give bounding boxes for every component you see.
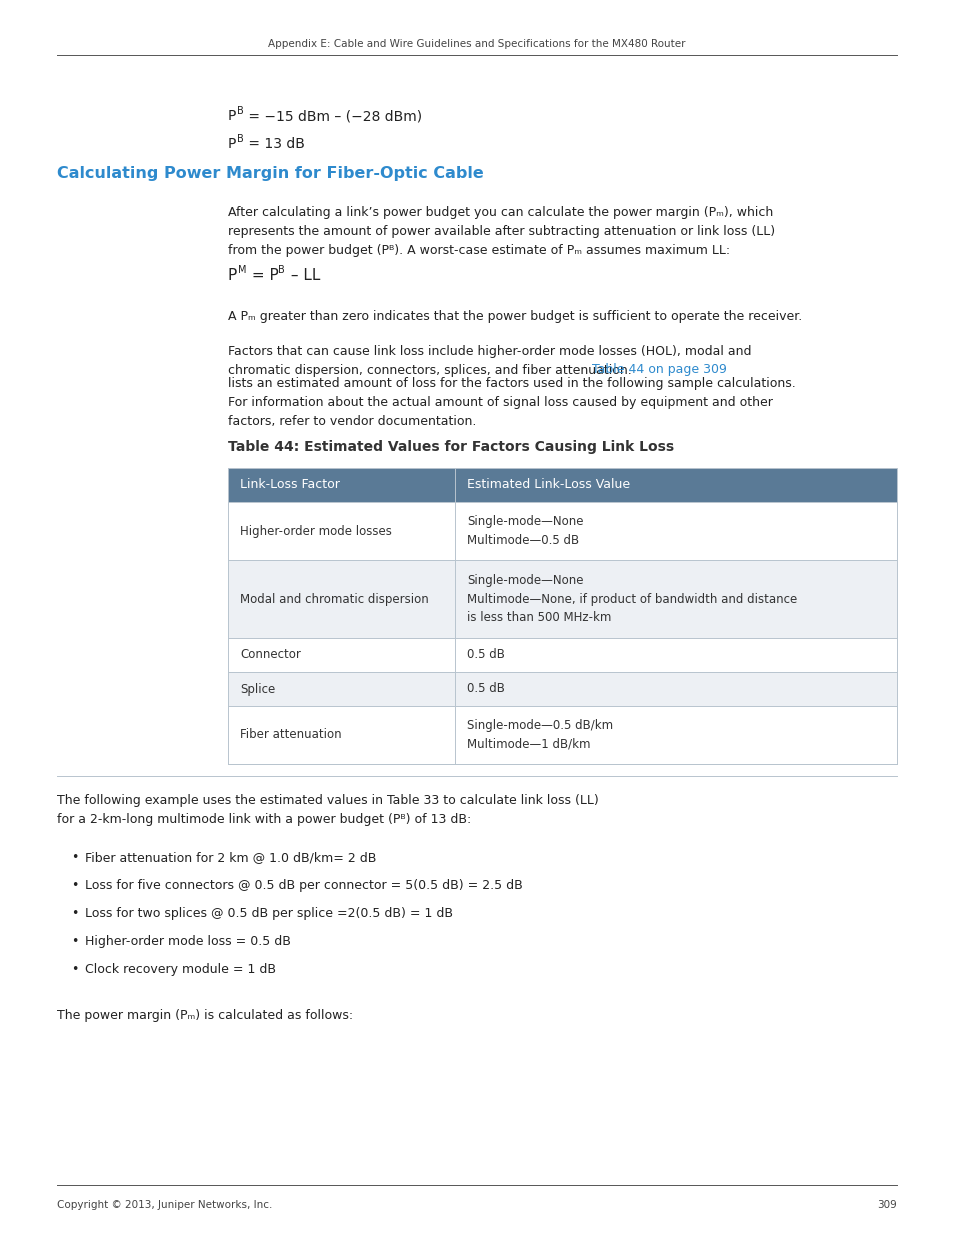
- Text: Loss for two splices @ 0.5 dB per splice =2(0.5 dB) = 1 dB: Loss for two splices @ 0.5 dB per splice…: [85, 906, 453, 920]
- Text: The power margin (Pₘ) is calculated as follows:: The power margin (Pₘ) is calculated as f…: [57, 1009, 353, 1023]
- FancyBboxPatch shape: [228, 638, 896, 672]
- Text: Connector: Connector: [240, 648, 300, 662]
- Text: Fiber attenuation for 2 km @ 1.0 dB/km= 2 dB: Fiber attenuation for 2 km @ 1.0 dB/km= …: [85, 851, 376, 864]
- Text: – LL: – LL: [286, 268, 320, 283]
- Text: = P: = P: [247, 268, 278, 283]
- Text: Estimated Link-Loss Value: Estimated Link-Loss Value: [467, 478, 630, 492]
- Text: Splice: Splice: [240, 683, 275, 695]
- Text: Fiber attenuation: Fiber attenuation: [240, 729, 341, 741]
- Text: •: •: [71, 906, 78, 920]
- Text: Calculating Power Margin for Fiber-Optic Cable: Calculating Power Margin for Fiber-Optic…: [57, 165, 483, 182]
- Text: Higher-order mode losses: Higher-order mode losses: [240, 525, 392, 537]
- Text: 0.5 dB: 0.5 dB: [467, 648, 504, 662]
- Text: The following example uses the estimated values in Table 33 to calculate link lo: The following example uses the estimated…: [57, 794, 598, 826]
- Text: Copyright © 2013, Juniper Networks, Inc.: Copyright © 2013, Juniper Networks, Inc.: [57, 1200, 273, 1210]
- Text: •: •: [71, 963, 78, 976]
- Text: Single-mode—None
Multimode—0.5 dB: Single-mode—None Multimode—0.5 dB: [467, 515, 583, 547]
- Text: Single-mode—None
Multimode—None, if product of bandwidth and distance
is less th: Single-mode—None Multimode—None, if prod…: [467, 574, 797, 624]
- Text: P: P: [228, 268, 237, 283]
- Text: Appendix E: Cable and Wire Guidelines and Specifications for the MX480 Router: Appendix E: Cable and Wire Guidelines an…: [268, 40, 685, 49]
- Text: After calculating a link’s power budget you can calculate the power margin (Pₘ),: After calculating a link’s power budget …: [228, 206, 774, 257]
- FancyBboxPatch shape: [228, 672, 896, 706]
- Text: P: P: [228, 137, 236, 151]
- Text: P: P: [228, 109, 236, 124]
- Text: Modal and chromatic dispersion: Modal and chromatic dispersion: [240, 593, 428, 605]
- Text: Factors that can cause link loss include higher-order mode losses (HOL), modal a: Factors that can cause link loss include…: [228, 345, 751, 377]
- Text: = 13 dB: = 13 dB: [244, 137, 305, 151]
- FancyBboxPatch shape: [228, 559, 896, 638]
- Text: Table 44: Estimated Values for Factors Causing Link Loss: Table 44: Estimated Values for Factors C…: [228, 440, 674, 454]
- Text: Table 44 on page 309: Table 44 on page 309: [228, 363, 726, 375]
- FancyBboxPatch shape: [228, 706, 896, 764]
- FancyBboxPatch shape: [228, 501, 896, 559]
- Text: •: •: [71, 935, 78, 948]
- Text: A Pₘ greater than zero indicates that the power budget is sufficient to operate : A Pₘ greater than zero indicates that th…: [228, 310, 801, 324]
- Text: Clock recovery module = 1 dB: Clock recovery module = 1 dB: [85, 963, 275, 976]
- Text: B: B: [236, 106, 244, 116]
- Text: B: B: [236, 135, 244, 144]
- FancyBboxPatch shape: [228, 468, 896, 501]
- Text: 309: 309: [877, 1200, 896, 1210]
- Text: 0.5 dB: 0.5 dB: [467, 683, 504, 695]
- Text: Loss for five connectors @ 0.5 dB per connector = 5(0.5 dB) = 2.5 dB: Loss for five connectors @ 0.5 dB per co…: [85, 879, 522, 892]
- Text: M: M: [237, 266, 246, 275]
- Text: Single-mode—0.5 dB/km
Multimode—1 dB/km: Single-mode—0.5 dB/km Multimode—1 dB/km: [467, 719, 613, 751]
- Text: •: •: [71, 879, 78, 892]
- Text: B: B: [277, 266, 284, 275]
- Text: Link-Loss Factor: Link-Loss Factor: [240, 478, 339, 492]
- Text: •: •: [71, 851, 78, 864]
- Text: Higher-order mode loss = 0.5 dB: Higher-order mode loss = 0.5 dB: [85, 935, 291, 948]
- Text: = −15 dBm – (−28 dBm): = −15 dBm – (−28 dBm): [244, 109, 421, 124]
- Text: lists an estimated amount of loss for the factors used in the following sample c: lists an estimated amount of loss for th…: [228, 377, 795, 429]
